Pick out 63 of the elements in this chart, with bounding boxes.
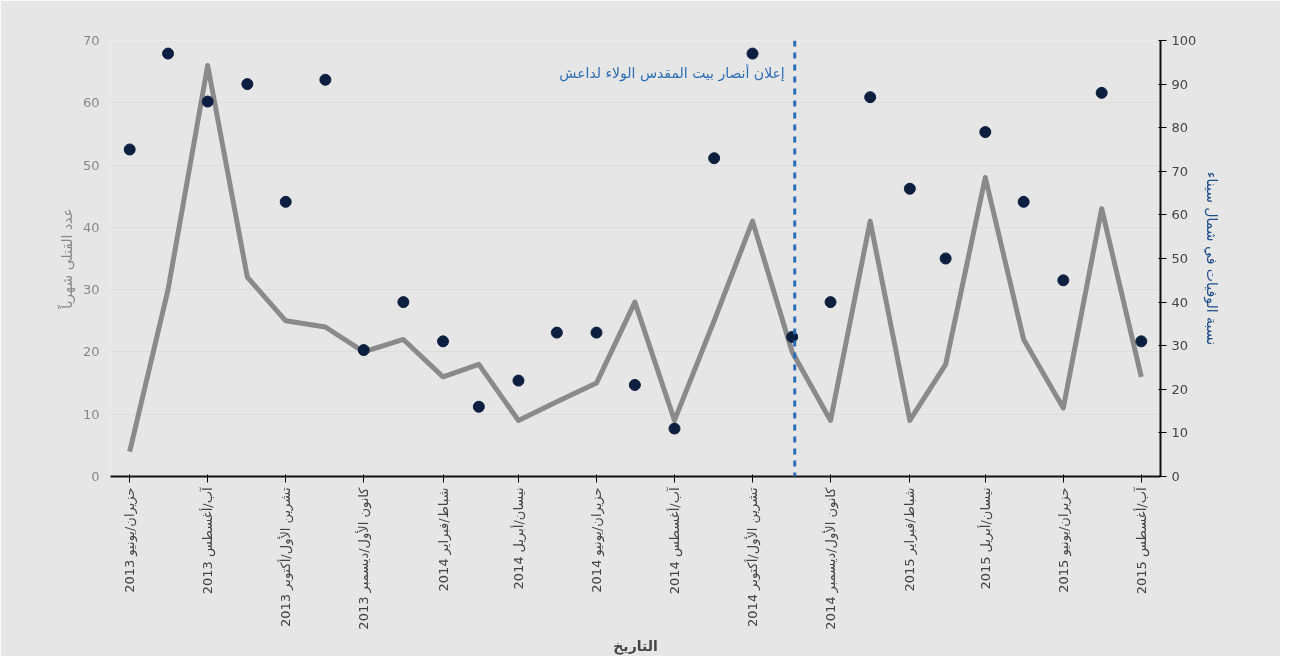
point (437, 335, 450, 348)
y-axis-title: عدد القتلى شهرياً (56, 208, 76, 310)
x-tick-label: آب/أغسطس 2014 (666, 486, 684, 595)
x-tick-label: كانون الأول/ديسمبر 2014 (822, 486, 840, 630)
x-tick-label: شباط/فبراير 2014 (435, 487, 452, 592)
point (590, 326, 603, 339)
point (864, 91, 877, 104)
point (123, 143, 136, 156)
point (512, 374, 525, 387)
x-tick-label: تشرين الأول/أكتوبر 2014 (744, 487, 762, 628)
x-tick-label: آب/أغسطس 2015 (1132, 486, 1150, 595)
point (201, 95, 214, 108)
y2-tick-label: 100 (1171, 33, 1197, 48)
point (279, 195, 292, 208)
point (472, 400, 485, 413)
point (746, 47, 759, 60)
y-tick-label: 70 (82, 33, 100, 48)
x-tick-label: تشرين الأول/أكتوبر 2013 (277, 487, 295, 628)
y2-axis-title: نسبة الوفيات في شمال سيناء (1203, 171, 1221, 346)
x-tick-label: كانون الأول/ديسمبر 2013 (355, 486, 373, 630)
y2-tick-label: 30 (1171, 338, 1189, 354)
point (903, 182, 916, 195)
y2-tick-label: 90 (1171, 76, 1189, 92)
y2-tick-label: 0 (1171, 469, 1180, 484)
point (628, 378, 641, 391)
x-tick-label: حزيران/يونيو 2014 (588, 487, 605, 593)
x-tick-label: حزيران/يونيو 2013 (122, 487, 139, 593)
x-axis-title: التاريخ (613, 637, 658, 655)
x-tick-label: حزيران/يونيو 2015 (1055, 487, 1072, 593)
y2-tick-label: 80 (1171, 120, 1189, 136)
point (1017, 195, 1030, 208)
point (824, 296, 837, 309)
y-tick-label: 40 (82, 219, 100, 235)
y2-tick-label: 70 (1171, 163, 1189, 179)
y2-tick-label: 50 (1171, 251, 1189, 266)
point (162, 47, 175, 60)
point (319, 73, 332, 86)
point (241, 78, 254, 91)
y-tick-label: 50 (82, 157, 100, 173)
point (1095, 86, 1108, 99)
y-tick-label: 10 (82, 406, 100, 422)
point (668, 422, 681, 435)
x-tick-label: نيسان/أبريل 2015 (976, 487, 994, 590)
y2-tick-label: 20 (1171, 381, 1189, 397)
y-tick-label: 60 (82, 95, 100, 111)
point (979, 126, 992, 139)
y-tick-label: 30 (82, 282, 100, 298)
y2-tick-label: 60 (1171, 207, 1189, 223)
point (939, 252, 952, 265)
point (357, 344, 370, 357)
point (1135, 335, 1148, 348)
y2-tick-label: 10 (1171, 425, 1189, 441)
point (708, 152, 721, 165)
y-tick-label: 0 (91, 469, 100, 484)
y-tick-label: 20 (82, 344, 100, 360)
x-tick-label: نيسان/أبريل 2014 (509, 487, 527, 590)
x-tick-label: آب/أغسطس 2013 (199, 486, 217, 595)
point (550, 326, 563, 339)
point (397, 296, 410, 309)
point (1057, 274, 1070, 287)
y2-tick-label: 40 (1171, 294, 1189, 310)
x-tick-label: شباط/فبراير 2015 (902, 487, 919, 592)
ref-line-label: إعلان أنصار بيت المقدس الولاء لداعش (559, 63, 785, 82)
